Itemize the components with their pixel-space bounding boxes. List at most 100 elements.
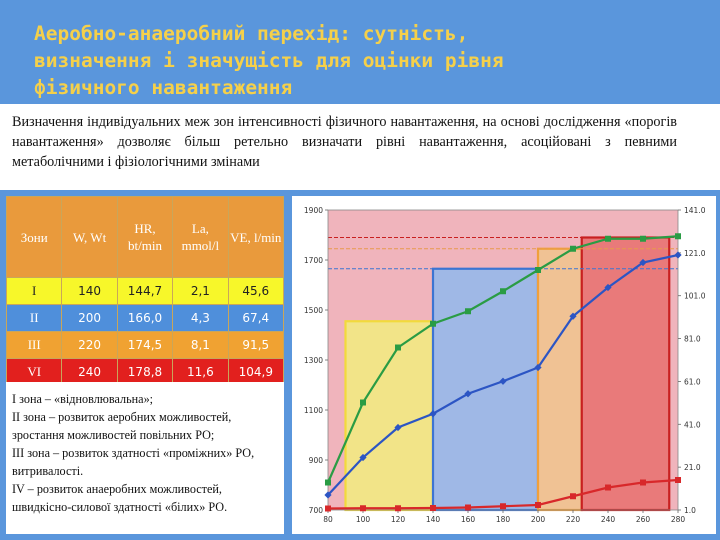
zone-cell: I <box>5 277 63 305</box>
zone-band <box>344 320 435 512</box>
column-header: Зони <box>5 196 63 278</box>
y-tick-label: 1900 <box>304 206 323 215</box>
data-point <box>360 399 366 406</box>
y2-tick-label: 141.0 <box>684 206 706 215</box>
x-tick-label: 80 <box>323 515 333 524</box>
zones-table: Зони W, Wt HR, bt/min La, mmol/l VE, l/m… <box>5 196 285 386</box>
y2-tick-label: 21.0 <box>684 463 701 472</box>
data-point <box>325 479 331 486</box>
data-point <box>604 283 612 292</box>
x-tick-label: 260 <box>636 515 651 524</box>
y-tick-label: 1700 <box>304 256 323 265</box>
table-row: VI 240 178,8 11,6 104,9 <box>5 358 285 386</box>
data-point <box>324 491 332 499</box>
zone-notes: I зона – «відновлювальна»; II зона – роз… <box>12 390 282 516</box>
table-cell: 140 <box>61 277 118 305</box>
data-point <box>430 505 436 511</box>
data-point <box>605 235 611 242</box>
threshold-chart: 80 100 120 140 160 180 200 220 240 260 280 700 900 11… <box>292 196 716 534</box>
table-cell: 8,1 <box>172 331 229 359</box>
table-cell: 200 <box>61 304 118 332</box>
zone-note: IV – розвиток анаеробних можливостей, шв… <box>12 482 228 514</box>
zone-cell: II <box>5 304 63 332</box>
y2-tick-label: 81.0 <box>684 335 701 344</box>
table-header-row: Зони W, Wt HR, bt/min La, mmol/l VE, l/m… <box>5 196 285 278</box>
intro-panel <box>0 104 720 190</box>
data-point <box>639 258 647 267</box>
data-point <box>640 235 646 242</box>
y-tick-label: 900 <box>309 456 324 465</box>
y2-tick-label: 41.0 <box>684 420 701 429</box>
y-tick-label: 700 <box>309 506 324 515</box>
zone-band <box>580 236 671 512</box>
data-point <box>569 312 577 320</box>
zone-note: II зона – розвиток аеробних можливостей,… <box>12 410 232 442</box>
table-cell: 220 <box>61 331 118 359</box>
y-tick-label: 1500 <box>304 306 323 315</box>
slide-title-line: визначення і значущість для оцінки рівня <box>34 49 504 72</box>
x-tick-label: 280 <box>671 515 686 524</box>
x-tick-label: 200 <box>531 515 546 524</box>
zone-notes-panel <box>6 382 284 534</box>
data-point <box>464 390 472 398</box>
zone-band <box>431 267 540 512</box>
table-cell: 45,6 <box>227 277 285 305</box>
table-row: I 140 144,7 2,1 45,6 <box>5 277 285 305</box>
zone-note: I зона – «відновлювальна»; <box>12 392 154 406</box>
slide-title-line: Аеробно-анаеробний перехід: сутність, <box>34 22 469 45</box>
y2-tick-label: 121.0 <box>684 249 706 258</box>
column-header: W, Wt <box>61 196 118 278</box>
zone-cell: III <box>5 331 63 359</box>
x-tick-label: 240 <box>601 515 616 524</box>
x-tick-label: 160 <box>461 515 476 524</box>
y-tick-label: 1100 <box>304 406 323 415</box>
zone-cell: VI <box>5 358 63 386</box>
table-cell: 144,7 <box>116 277 174 305</box>
column-header: La, mmol/l <box>172 196 229 278</box>
data-point <box>675 233 681 240</box>
data-point <box>430 320 436 327</box>
intro-text: Визначення індивідуальних меж зон інтенс… <box>12 114 677 170</box>
y-tick-label: 1300 <box>304 356 323 365</box>
data-point <box>675 477 681 483</box>
data-point <box>570 493 576 500</box>
table-row: II 200 166,0 4,3 67,4 <box>5 304 285 332</box>
x-tick-label: 220 <box>566 515 581 524</box>
data-point <box>535 502 541 508</box>
y2-tick-label: 61.0 <box>684 377 701 386</box>
data-point <box>394 423 402 432</box>
column-header: VE, l/min <box>227 196 285 278</box>
table-cell: 91,5 <box>227 331 285 359</box>
slide-title: Аеробно-анаеробний перехід: сутність, ви… <box>34 20 674 101</box>
data-point <box>395 505 401 512</box>
y2-tick-label: 101.0 <box>684 292 706 301</box>
data-point <box>535 267 541 273</box>
data-point <box>605 484 611 491</box>
table-cell: 4,3 <box>172 304 229 332</box>
data-point <box>500 288 506 295</box>
table-row: III 220 174,5 8,1 91,5 <box>5 331 285 359</box>
data-point <box>465 308 471 315</box>
data-point <box>499 377 507 385</box>
y2-tick-label: 1.0 <box>684 506 696 515</box>
table-cell: 104,9 <box>227 358 285 386</box>
zone-band <box>536 247 583 512</box>
x-tick-label: 180 <box>496 515 511 524</box>
x-tick-label: 140 <box>426 515 441 524</box>
x-tick-label: 100 <box>356 515 371 524</box>
table-cell: 2,1 <box>172 277 229 305</box>
data-point <box>674 251 682 259</box>
data-point <box>640 479 646 486</box>
slide-title-line: фізичного навантаження <box>34 76 293 99</box>
data-point <box>359 453 367 462</box>
zone-note: III зона – розвиток здатності «проміжних… <box>12 446 255 478</box>
data-point <box>570 245 576 252</box>
x-tick-label: 120 <box>391 515 406 524</box>
data-point <box>360 505 366 512</box>
data-point <box>429 410 437 418</box>
data-point <box>325 505 331 512</box>
data-point <box>465 504 471 511</box>
table-cell: 178,8 <box>116 358 174 386</box>
table-cell: 166,0 <box>116 304 174 332</box>
table-cell: 67,4 <box>227 304 285 332</box>
